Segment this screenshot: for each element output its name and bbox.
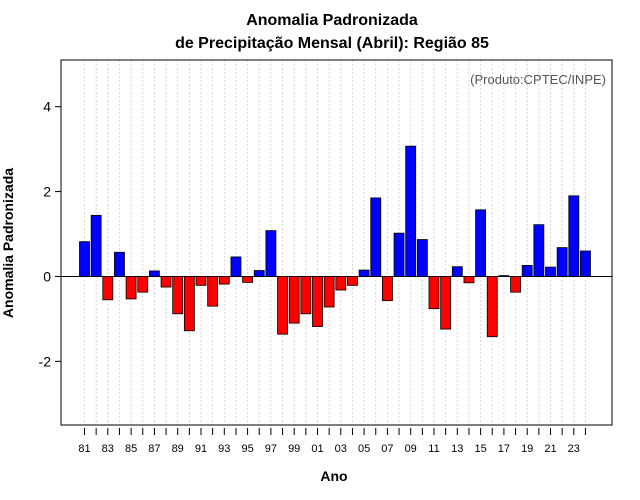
x-tick-label: 23 — [568, 443, 580, 455]
x-axis: 81 83 85 87 89 91 93 95 97 99 01 03 05 07 09 11 13 15 17 19… — [78, 428, 586, 455]
bar-05 — [358, 269, 370, 277]
bar-21 — [545, 266, 556, 277]
x-tick-label: 81 — [78, 443, 90, 455]
bar-18 — [510, 276, 521, 293]
bar-96 — [253, 270, 265, 277]
bar-94 — [230, 256, 242, 277]
bar-97 — [265, 230, 277, 277]
bar-22 — [556, 247, 568, 277]
bar-03 — [335, 276, 347, 291]
x-tick-label: 21 — [544, 443, 556, 455]
bar-04 — [347, 276, 358, 286]
bar-01 — [312, 276, 323, 327]
bar-95 — [242, 276, 254, 283]
x-tick-label: 05 — [358, 443, 370, 455]
credit-text: (Produto:CPTEC/INPE) — [470, 72, 606, 87]
bar-87 — [148, 270, 160, 277]
y-tick-label: 4 — [43, 99, 51, 115]
bar-81 — [79, 241, 90, 277]
bar-07 — [381, 276, 393, 302]
plot-frame — [60, 59, 613, 426]
bar-98 — [277, 276, 288, 335]
bar-89 — [172, 276, 184, 315]
x-tick-label: 95 — [241, 443, 253, 455]
x-tick-label: 13 — [451, 443, 463, 455]
bar-82 — [90, 214, 102, 277]
bar-15 — [475, 209, 487, 277]
x-tick-label: 17 — [498, 443, 510, 455]
bar-16 — [486, 276, 498, 338]
bar-13 — [451, 266, 463, 277]
chart-title-line2: de Precipitação Mensal (Abril): Região 8… — [175, 35, 489, 52]
chart-title-line1: Anomalia Padronizada — [246, 12, 418, 29]
y-axis-label: Anomalia Padronizada — [0, 168, 16, 318]
gridlines — [84, 60, 586, 425]
x-tick-label: 11 — [428, 443, 439, 455]
x-tick-label: 07 — [381, 443, 393, 455]
x-tick-label: 89 — [172, 443, 184, 455]
bar-19 — [521, 265, 533, 277]
x-tick-label: 15 — [474, 443, 486, 455]
x-tick-label: 93 — [218, 443, 230, 455]
bar-83 — [102, 276, 114, 301]
y-tick-label: 2 — [43, 184, 51, 200]
bar-12 — [440, 276, 452, 330]
bar-86 — [137, 276, 149, 293]
x-tick-label: 97 — [265, 443, 277, 455]
x-tick-label: 87 — [148, 443, 160, 455]
y-tick-label: -2 — [39, 353, 52, 369]
bar-06 — [370, 197, 382, 277]
bar-88 — [160, 276, 172, 288]
bar-11 — [428, 276, 440, 310]
x-tick-label: 85 — [125, 443, 137, 455]
bar-99 — [288, 276, 300, 324]
x-tick-label: 03 — [335, 443, 347, 455]
bar-10 — [416, 239, 428, 277]
x-tick-label: 83 — [102, 443, 114, 455]
bar-24 — [580, 250, 591, 277]
x-tick-label: 01 — [311, 443, 323, 455]
x-tick-label: 19 — [521, 443, 533, 455]
bar-08 — [393, 232, 405, 277]
bars — [79, 145, 591, 338]
x-tick-label: 09 — [405, 443, 417, 455]
y-tick-label: 0 — [43, 268, 51, 284]
bar-90 — [183, 276, 195, 332]
bar-92 — [207, 276, 219, 307]
bar-23 — [568, 195, 580, 277]
x-tick-label: 91 — [195, 443, 207, 455]
bar-84 — [114, 251, 125, 277]
bar-93 — [218, 276, 230, 285]
x-axis-label: Ano — [320, 468, 347, 484]
bar-00 — [300, 276, 312, 315]
bar-17 — [498, 275, 510, 277]
bar-14 — [463, 276, 475, 284]
bar-20 — [533, 224, 545, 277]
x-tick-label: 99 — [288, 443, 300, 455]
bar-02 — [323, 276, 335, 308]
bar-85 — [125, 276, 137, 300]
bar-09 — [405, 145, 417, 277]
bar-91 — [195, 276, 207, 286]
y-axis: -2 0 2 4 — [39, 99, 61, 369]
